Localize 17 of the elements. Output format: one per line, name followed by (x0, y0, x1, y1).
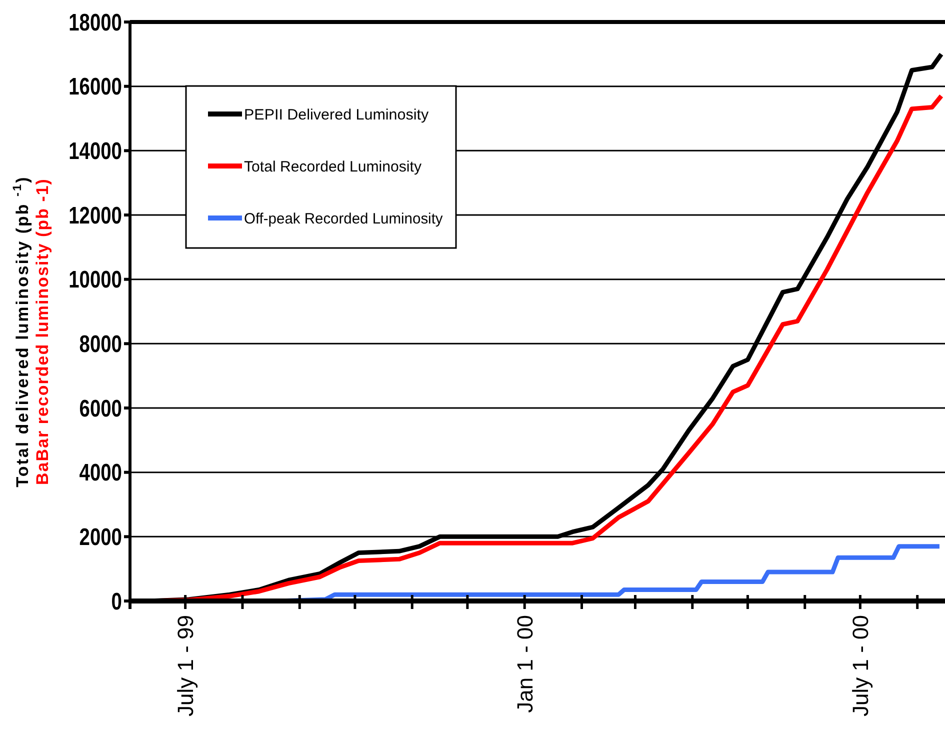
y-tick-label: 8000 (79, 330, 122, 358)
y-tick-label: 12000 (68, 201, 122, 229)
legend-label: Off-peak Recorded Luminosity (244, 210, 446, 228)
y-tick-label: 10000 (68, 266, 122, 294)
x-tick-label: July 1 - 00 (848, 615, 873, 716)
y-tick-label: 4000 (79, 458, 122, 486)
y-tick-label: 14000 (68, 136, 122, 165)
text: BaBar recorded luminosity (pb -1) (33, 178, 52, 485)
y-tick-label: 16000 (68, 72, 122, 100)
legend-label: Total Recorded Luminosity (244, 158, 422, 176)
x-tick-label: July 1 - 99 (173, 615, 198, 716)
y-tick-label: 2000 (79, 522, 122, 551)
x-tick-label: Jan 1 - 00 (512, 615, 538, 713)
y-tick-label: 18000 (68, 8, 122, 36)
y-tick-label: 0 (111, 587, 122, 615)
legend-label: PEPII Delivered Luminosity (244, 106, 430, 124)
y-tick-label: 6000 (79, 394, 122, 422)
